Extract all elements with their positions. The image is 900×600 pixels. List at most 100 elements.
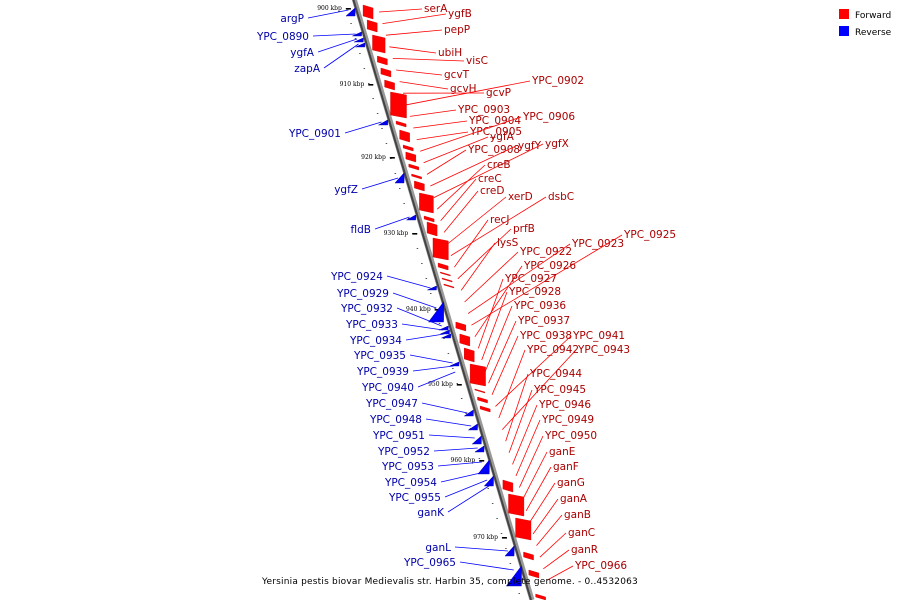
reverse-gene-block xyxy=(352,31,362,37)
forward-label-leader xyxy=(519,435,544,488)
forward-gene-label: YPC_0942 xyxy=(526,344,579,356)
forward-gene-block xyxy=(423,215,435,223)
forward-gene-label: YPC_0936 xyxy=(513,300,566,312)
forward-gene-label: ganG xyxy=(557,477,585,489)
forward-label-leader xyxy=(536,514,563,546)
forward-gene-label: YPC_0922 xyxy=(519,246,572,258)
reverse-label-leader xyxy=(417,371,456,388)
forward-label-leader xyxy=(539,532,567,558)
minor-tick xyxy=(487,488,489,489)
reverse-gene-label: YPC_0940 xyxy=(361,382,414,394)
forward-gene-block xyxy=(432,237,449,261)
forward-label-leader xyxy=(464,251,519,303)
forward-gene-label: pepP xyxy=(444,24,470,36)
reverse-gene-label: ganL xyxy=(425,542,451,554)
minor-tick xyxy=(398,188,401,189)
scale-tick-label: 900 kbp xyxy=(317,5,342,12)
forward-gene-label: lysS xyxy=(497,237,519,249)
forward-gene-label: YPC_0943 xyxy=(577,344,630,356)
reverse-gene-block xyxy=(427,285,437,291)
reverse-label-leader xyxy=(317,38,358,53)
reverse-label-leader xyxy=(396,307,442,327)
forward-gene-label: ygfB xyxy=(448,8,472,20)
forward-label-leader xyxy=(505,373,529,442)
reverse-gene-block xyxy=(439,325,449,331)
forward-gene-block xyxy=(399,129,410,143)
reverse-gene-label: YPC_0948 xyxy=(369,414,422,426)
reverse-gene-label: zapA xyxy=(294,63,321,75)
minor-tick xyxy=(425,278,428,279)
forward-label-leader xyxy=(477,278,504,349)
minor-tick xyxy=(518,593,520,594)
forward-label-leader xyxy=(389,46,437,54)
forward-gene-label: ganF xyxy=(553,461,579,473)
forward-label-leader xyxy=(399,81,449,90)
forward-label-leader xyxy=(426,149,467,175)
forward-label-leader xyxy=(474,265,523,338)
minor-tick xyxy=(429,293,432,294)
strand-legend: Forward Reverse xyxy=(839,9,892,38)
minor-tick xyxy=(385,143,388,144)
forward-gene-label: xerD xyxy=(508,191,533,203)
reverse-gene-block xyxy=(428,301,444,323)
minor-tick xyxy=(452,368,454,369)
reverse-gene-label: YPC_0924 xyxy=(330,271,383,283)
forward-gene-block xyxy=(411,173,422,180)
reverse-gene-label: YPC_0939 xyxy=(356,366,409,378)
forward-gene-label: ygfY xyxy=(518,140,542,152)
reverse-label-leader xyxy=(344,121,382,134)
reverse-gene-block xyxy=(467,423,478,431)
genome-caption: Yersinia pestis biovar Medievalis str. H… xyxy=(262,577,638,587)
forward-label-leader xyxy=(416,131,469,140)
forward-gene-block xyxy=(474,388,486,394)
major-tick xyxy=(345,8,351,10)
minor-tick xyxy=(394,173,397,174)
reverse-label-leader xyxy=(412,365,454,372)
forward-gene-block xyxy=(419,192,434,214)
reverse-label-leader xyxy=(386,275,431,289)
minor-tick xyxy=(403,203,405,204)
forward-label-leader xyxy=(515,419,541,477)
major-tick xyxy=(389,157,395,159)
forward-label-leader xyxy=(467,243,571,314)
forward-label-leader xyxy=(484,305,513,372)
reverse-gene-label: YPC_0953 xyxy=(381,461,434,473)
reverse-label-leader xyxy=(409,354,453,364)
reverse-gene-label: ganK xyxy=(417,507,445,519)
reverse-gene-block xyxy=(474,445,485,453)
forward-label-leader xyxy=(443,190,479,233)
forward-label-leader xyxy=(433,143,544,198)
reverse-gene-label: YPC_0901 xyxy=(288,128,341,140)
forward-label-leader xyxy=(525,466,552,511)
reverse-label-leader xyxy=(444,479,488,498)
forward-gene-label: recJ xyxy=(490,214,509,226)
reverse-gene-block xyxy=(449,361,460,367)
forward-gene-block xyxy=(479,405,491,413)
reverse-label-leader xyxy=(440,471,485,483)
forward-label-leader xyxy=(546,565,574,581)
forward-gene-label: gcvP xyxy=(486,87,511,99)
reverse-label-leader xyxy=(307,9,349,19)
major-tick xyxy=(501,537,507,539)
forward-swatch xyxy=(839,9,849,19)
reverse-label-leader xyxy=(312,33,356,37)
forward-label-leader xyxy=(481,291,508,361)
reverse-gene-label: argP xyxy=(280,13,304,25)
forward-gene-label: YPC_0906 xyxy=(522,111,575,123)
forward-gene-block xyxy=(426,221,438,237)
forward-label-leader xyxy=(529,482,556,523)
minor-tick xyxy=(376,113,379,114)
major-tick xyxy=(412,233,418,235)
forward-label-leader xyxy=(420,116,522,152)
forward-gene-block xyxy=(477,396,488,404)
forward-gene-block xyxy=(502,479,514,493)
forward-gene-block xyxy=(390,91,407,119)
forward-label-leader xyxy=(532,498,559,535)
forward-gene-label: YPC_0946 xyxy=(538,399,591,411)
minor-tick xyxy=(460,398,463,399)
reverse-gene-label: YPC_0890 xyxy=(256,31,309,43)
forward-gene-block xyxy=(395,120,407,128)
minor-tick xyxy=(496,518,498,519)
scale-tick-label: 930 kbp xyxy=(384,230,409,237)
